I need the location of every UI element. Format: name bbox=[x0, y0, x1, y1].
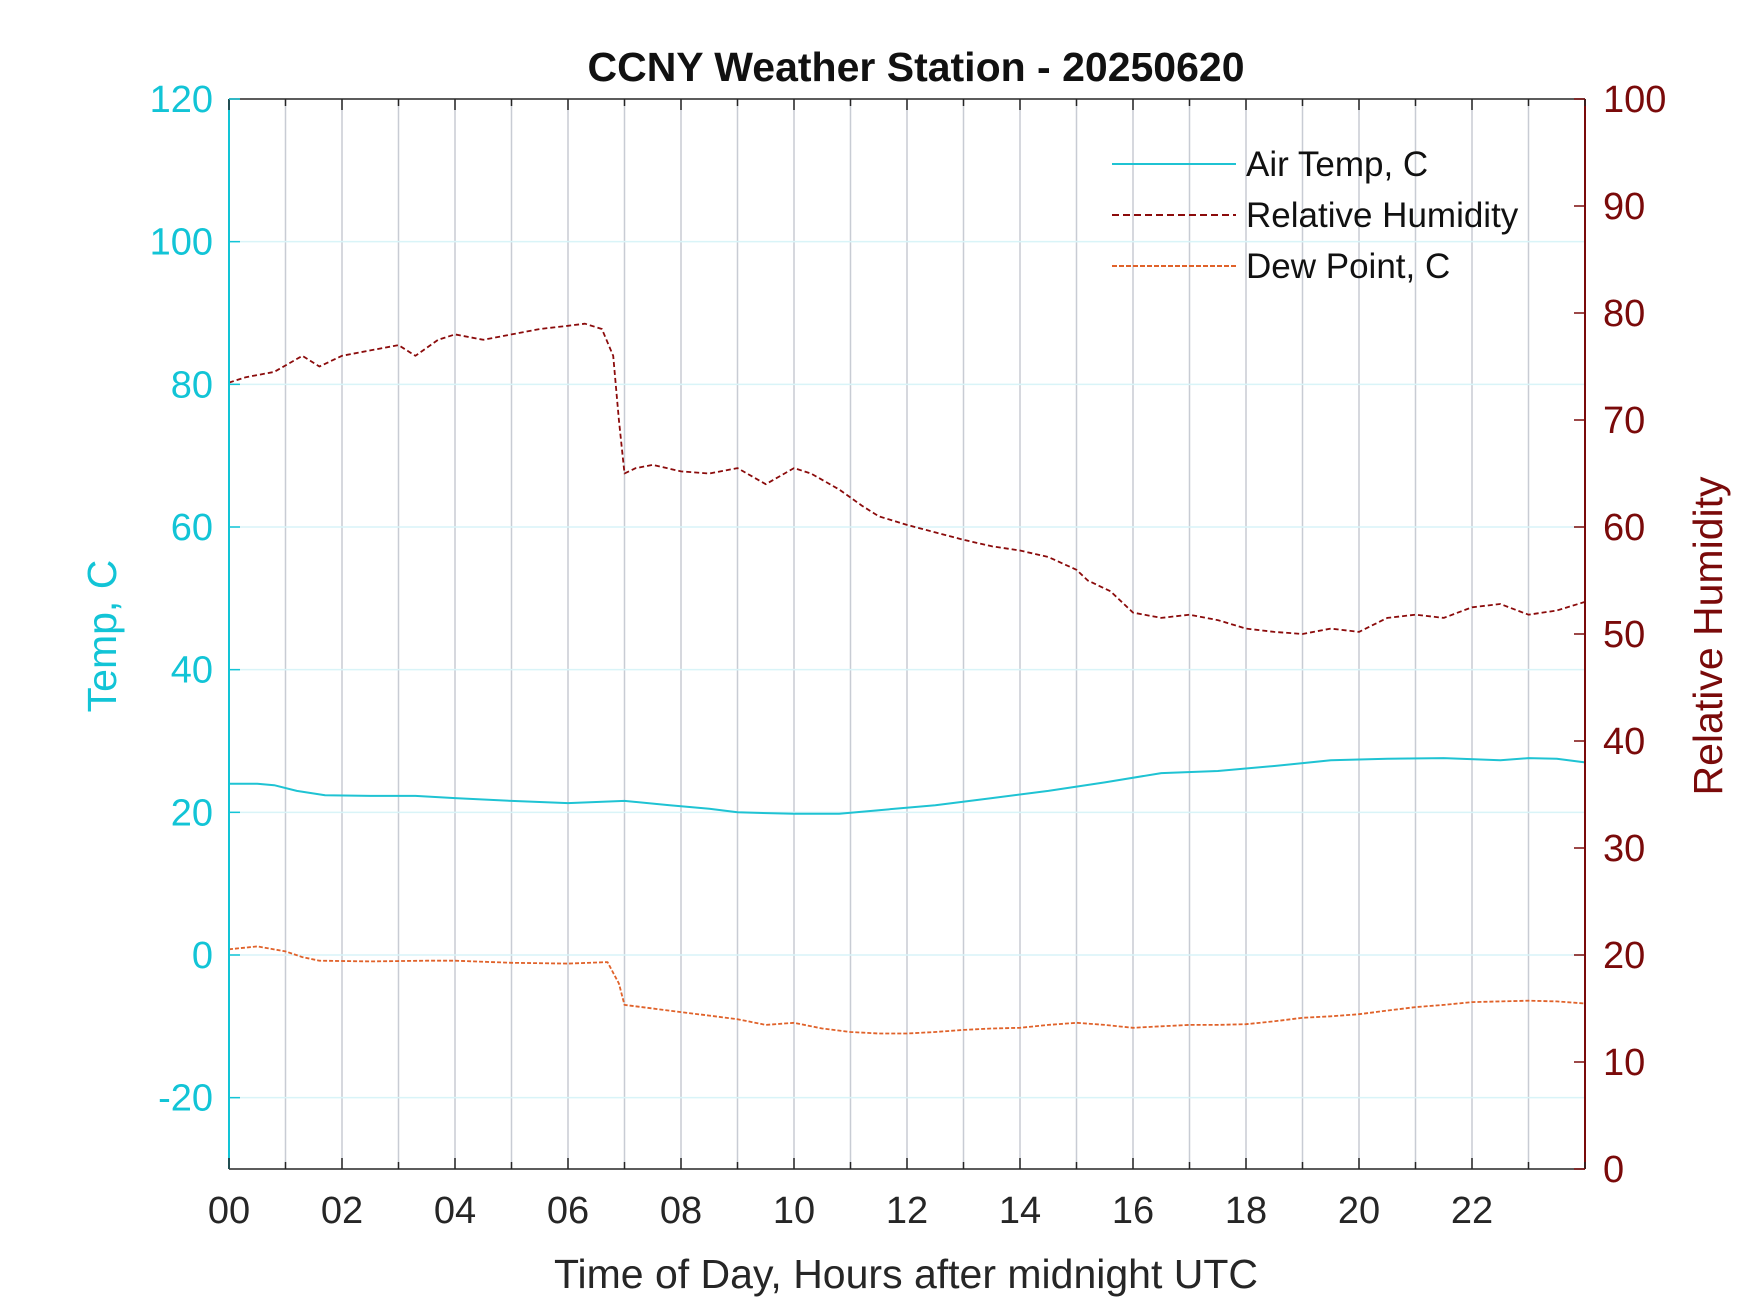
y-tick-label-right: 80 bbox=[1603, 293, 1645, 335]
y-tick-label-right: 60 bbox=[1603, 507, 1645, 549]
x-tick-label: 18 bbox=[1225, 1190, 1267, 1232]
y-tick-label-right: 100 bbox=[1603, 79, 1666, 121]
axes: 00 02 04 06 08 10 12 14 16 18 20 22-200204060801001… bbox=[150, 79, 1667, 1232]
legend-label-3: Dew Point, C bbox=[1246, 247, 1450, 286]
y-tick-label-left: 120 bbox=[150, 79, 213, 121]
x-tick-label: 20 bbox=[1338, 1190, 1380, 1232]
y-tick-label-right: 40 bbox=[1603, 721, 1645, 763]
series-line-2 bbox=[228, 322, 1586, 635]
y-tick-label-right: 70 bbox=[1603, 400, 1645, 442]
series-line-3 bbox=[228, 945, 1586, 1035]
y-tick-label-left: 20 bbox=[171, 792, 213, 834]
chart-title: CCNY Weather Station - 20250620 bbox=[587, 44, 1244, 90]
y-tick-label-left: 0 bbox=[192, 935, 213, 977]
legend-label-1: Air Temp, C bbox=[1246, 145, 1428, 184]
y-tick-label-left: 80 bbox=[171, 364, 213, 406]
x-tick-label: 02 bbox=[321, 1190, 363, 1232]
x-axis-label: Time of Day, Hours after midnight UTC bbox=[554, 1251, 1258, 1297]
x-tick-label: 00 bbox=[208, 1190, 250, 1232]
y-tick-label-right: 30 bbox=[1603, 828, 1645, 870]
x-tick-label: 06 bbox=[547, 1190, 589, 1232]
x-tick-label: 12 bbox=[886, 1190, 928, 1232]
legend: Air Temp, C Relative Humidity Dew Point, C bbox=[1112, 145, 1519, 286]
x-tick-label: 16 bbox=[1112, 1190, 1154, 1232]
x-tick-label: 10 bbox=[773, 1190, 815, 1232]
legend-label-2: Relative Humidity bbox=[1246, 196, 1519, 235]
y-axis-label-left: Temp, C bbox=[79, 560, 125, 713]
y-tick-label-right: 10 bbox=[1603, 1042, 1645, 1084]
y-tick-label-left: 40 bbox=[171, 650, 213, 692]
y-tick-label-right: 50 bbox=[1603, 614, 1645, 656]
x-tick-label: 08 bbox=[660, 1190, 702, 1232]
x-tick-label: 22 bbox=[1451, 1190, 1493, 1232]
x-tick-label: 04 bbox=[434, 1190, 476, 1232]
y-tick-label-right: 20 bbox=[1603, 935, 1645, 977]
y-tick-label-right: 0 bbox=[1603, 1149, 1624, 1191]
plot-series bbox=[228, 322, 1586, 1035]
x-tick-label: 14 bbox=[999, 1190, 1041, 1232]
y-axis-label-right: Relative Humidity bbox=[1685, 476, 1731, 795]
series-line-1 bbox=[229, 757, 1586, 815]
y-tick-label-left: 60 bbox=[171, 507, 213, 549]
y-tick-label-left: 100 bbox=[150, 222, 213, 264]
grid bbox=[229, 99, 1585, 1169]
y-tick-label-right: 90 bbox=[1603, 186, 1645, 228]
y-tick-label-left: -20 bbox=[158, 1078, 213, 1120]
